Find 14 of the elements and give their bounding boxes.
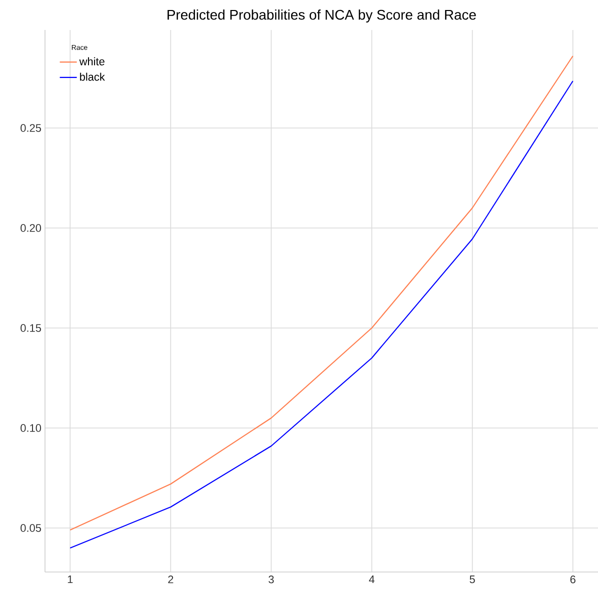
chart-title: Predicted Probabilities of NCA by Score and Race (168, 9, 476, 22)
x-tick-label: 1 (68, 576, 73, 584)
x-tick-label: 4 (368, 576, 374, 584)
y-tick-label: 0.25 (20, 124, 42, 132)
y-tick-label: 0.15 (20, 324, 42, 332)
x-tick-label: 3 (268, 576, 274, 584)
legend-label: white (79, 57, 104, 66)
x-tick-label: 6 (570, 576, 576, 584)
x-tick-label: 2 (168, 576, 174, 584)
x-tick-label: 5 (470, 576, 475, 584)
y-tick-label: 0.20 (20, 224, 42, 232)
legend-label: black (80, 72, 105, 81)
y-tick-label: 0.05 (20, 524, 42, 532)
y-tick-label: 0.10 (20, 424, 42, 432)
